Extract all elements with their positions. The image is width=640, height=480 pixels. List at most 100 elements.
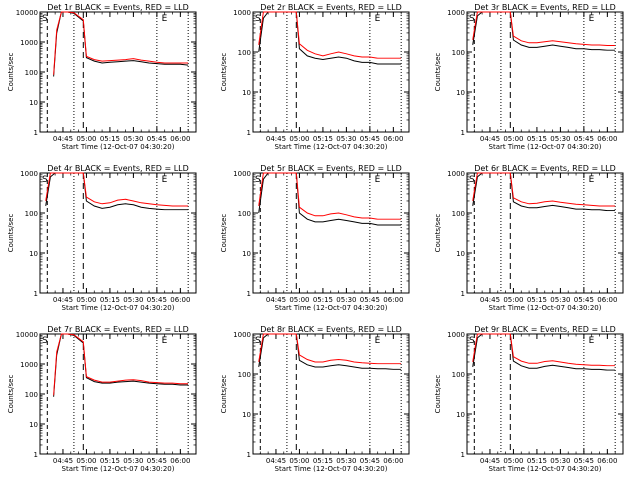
- chart-panel-8: Det 8r BLACK = Events, RED = LLD 1 10 100 10…: [220, 325, 410, 473]
- plot-frame: [252, 172, 410, 294]
- x-tick-label: 05:30: [123, 296, 143, 304]
- x-tick-label: 06:00: [597, 457, 617, 465]
- x-tick-label: 05:45: [360, 296, 380, 304]
- y-axis-label: Counts/sec: [7, 214, 15, 253]
- y-tick-label: 1000: [447, 170, 465, 178]
- y-tick-label: 100: [25, 69, 38, 77]
- x-tick-label: 06:00: [383, 457, 403, 465]
- end-marker: E: [589, 175, 595, 185]
- x-tick-label: 05:45: [147, 135, 167, 143]
- y-tick-label: 1: [34, 451, 38, 459]
- y-tick-label: 1: [34, 129, 38, 137]
- y-tick-label: 1000: [233, 9, 251, 17]
- x-tick-label: 04:45: [480, 135, 500, 143]
- chart-panel-2: Det 2r BLACK = Events, RED = LLD 1 10 100 10…: [220, 3, 410, 151]
- y-axis-label: Counts/sec: [434, 214, 442, 253]
- x-axis-label: Start Time (12-Oct-07 04:30:20): [489, 304, 602, 312]
- x-tick-label: 05:15: [100, 296, 120, 304]
- x-tick-label: 05:15: [313, 135, 333, 143]
- x-tick-label: 06:00: [383, 296, 403, 304]
- end-marker: E: [162, 336, 168, 346]
- x-tick-label: 05:00: [503, 135, 523, 143]
- x-tick-label: 05:45: [574, 457, 594, 465]
- x-tick-label: 05:45: [574, 135, 594, 143]
- x-tick-label: 06:00: [597, 296, 617, 304]
- x-tick-label: 05:30: [336, 135, 356, 143]
- x-tick-label: 05:45: [574, 296, 594, 304]
- x-tick-label: 05:15: [100, 457, 120, 465]
- y-tick-label: 10: [242, 411, 251, 419]
- x-tick-label: 05:15: [100, 135, 120, 143]
- y-tick-label: 100: [238, 49, 251, 57]
- chart-panel-7: Det 7r BLACK = Events, RED = LLD 1 10 100 10…: [7, 325, 197, 473]
- plot-frame: [466, 11, 624, 133]
- x-tick-label: 04:45: [266, 457, 286, 465]
- end-marker: E: [589, 336, 595, 346]
- plot-frame: [39, 11, 197, 133]
- end-marker: E: [375, 336, 381, 346]
- y-tick-label: 10: [456, 411, 465, 419]
- y-axis-label: Counts/sec: [220, 214, 228, 253]
- y-tick-label: 100: [452, 371, 465, 379]
- x-tick-label: 05:00: [76, 457, 96, 465]
- y-tick-label: 1000: [20, 170, 38, 178]
- chart-title: Det 6r BLACK = Events, RED = LLD: [474, 164, 616, 173]
- y-tick-label: 1000: [447, 331, 465, 339]
- plot-frame: [39, 172, 197, 294]
- x-tick-label: 04:45: [53, 135, 73, 143]
- y-tick-label: 1000: [447, 9, 465, 17]
- end-marker: E: [162, 175, 168, 185]
- plot-frame: [252, 11, 410, 133]
- x-tick-label: 05:00: [289, 135, 309, 143]
- chart-panel-5: Det 5r BLACK = Events, RED = LLD 1 10 100 10…: [220, 164, 410, 312]
- start-marker: S: [42, 336, 48, 346]
- chart-title: Det 3r BLACK = Events, RED = LLD: [474, 3, 616, 12]
- chart-title: Det 9r BLACK = Events, RED = LLD: [474, 325, 616, 334]
- chart-panel-1: Det 1r BLACK = Events, RED = LLD 1 10 100 10…: [7, 3, 197, 151]
- chart-title: Det 4r BLACK = Events, RED = LLD: [47, 164, 189, 173]
- y-tick-label: 100: [25, 391, 38, 399]
- end-marker: E: [375, 14, 381, 24]
- start-marker: S: [469, 14, 475, 24]
- y-tick-label: 1: [34, 290, 38, 298]
- y-tick-label: 1: [461, 129, 465, 137]
- start-marker: S: [42, 175, 48, 185]
- plot-frame: [39, 333, 197, 455]
- end-marker: E: [162, 14, 168, 24]
- x-tick-label: 05:15: [527, 135, 547, 143]
- chart-panel-6: Det 6r BLACK = Events, RED = LLD 1 10 100 10…: [434, 164, 624, 312]
- x-tick-label: 05:30: [336, 296, 356, 304]
- y-axis-label: Counts/sec: [7, 375, 15, 414]
- y-tick-label: 1: [247, 129, 251, 137]
- x-tick-label: 05:15: [527, 296, 547, 304]
- x-tick-label: 05:00: [289, 296, 309, 304]
- lld-series-line: [259, 173, 402, 219]
- y-tick-label: 10: [456, 89, 465, 97]
- chart-title: Det 5r BLACK = Events, RED = LLD: [260, 164, 402, 173]
- x-tick-label: 05:15: [527, 457, 547, 465]
- y-tick-label: 10: [242, 89, 251, 97]
- chart-panel-9: Det 9r BLACK = Events, RED = LLD 1 10 100 10…: [434, 325, 624, 473]
- y-tick-label: 10: [456, 250, 465, 258]
- y-tick-label: 100: [452, 210, 465, 218]
- y-axis-label: Counts/sec: [220, 375, 228, 414]
- y-tick-label: 1: [461, 290, 465, 298]
- y-tick-label: 10: [29, 99, 38, 107]
- start-marker: S: [255, 336, 261, 346]
- start-marker: S: [255, 175, 261, 185]
- start-marker: S: [469, 175, 475, 185]
- chart-title: Det 8r BLACK = Events, RED = LLD: [260, 325, 402, 334]
- lld-series-line: [54, 12, 189, 75]
- x-tick-label: 04:45: [266, 135, 286, 143]
- chart-title: Det 1r BLACK = Events, RED = LLD: [47, 3, 189, 12]
- x-tick-label: 05:00: [76, 135, 96, 143]
- lld-series-line: [473, 334, 616, 366]
- x-tick-label: 05:00: [503, 457, 523, 465]
- end-marker: E: [589, 14, 595, 24]
- y-axis-label: Counts/sec: [434, 375, 442, 414]
- x-tick-label: 05:45: [147, 457, 167, 465]
- x-tick-label: 05:30: [550, 296, 570, 304]
- x-tick-label: 05:30: [550, 457, 570, 465]
- x-tick-label: 05:45: [360, 457, 380, 465]
- y-tick-label: 100: [452, 49, 465, 57]
